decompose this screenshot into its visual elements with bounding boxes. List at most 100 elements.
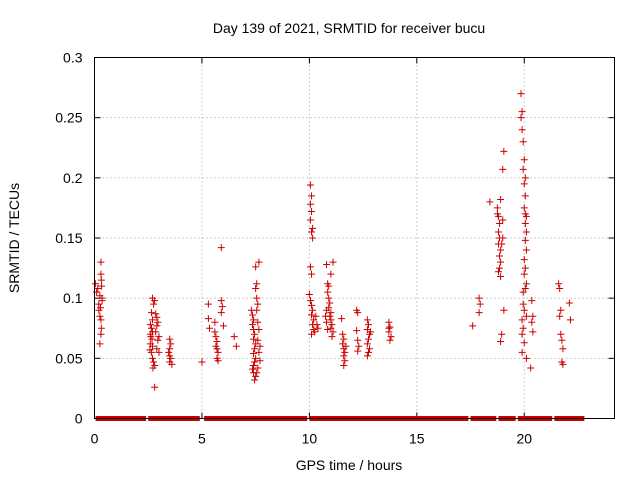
data-point — [342, 342, 350, 350]
data-point — [155, 333, 163, 341]
data-point — [98, 297, 106, 305]
y-tick-label: 0.15 — [55, 230, 82, 246]
data-point — [323, 260, 331, 268]
data-point — [476, 300, 484, 308]
data-point — [153, 345, 161, 353]
data-point — [148, 335, 156, 343]
data-point — [252, 340, 260, 348]
data-point — [147, 348, 155, 356]
data-point — [198, 358, 206, 366]
data-point — [154, 318, 162, 326]
data-point — [97, 276, 105, 284]
data-point — [252, 372, 260, 380]
data-point — [95, 300, 103, 308]
data-point — [149, 354, 157, 362]
data-point — [152, 310, 160, 318]
data-point — [212, 333, 220, 341]
data-point — [211, 328, 219, 336]
data-point — [340, 352, 348, 360]
data-point — [364, 321, 372, 329]
data-point — [520, 256, 528, 264]
data-point — [363, 316, 371, 324]
data-point — [150, 300, 158, 308]
data-point — [556, 312, 564, 320]
data-point — [256, 357, 264, 365]
data-point — [363, 340, 371, 348]
data-point — [339, 330, 347, 338]
data-point — [97, 270, 105, 278]
data-point — [255, 258, 263, 266]
data-point — [166, 345, 174, 353]
data-point — [165, 348, 173, 356]
data-point — [521, 210, 529, 218]
data-point — [497, 246, 505, 254]
data-point — [327, 309, 335, 317]
data-point — [308, 311, 316, 319]
data-point — [559, 360, 567, 368]
data-point — [248, 365, 256, 373]
data-point — [150, 358, 158, 366]
data-point — [310, 316, 318, 324]
data-point — [217, 244, 225, 252]
data-point — [149, 364, 157, 372]
y-tick-label: 0.1 — [63, 290, 83, 306]
data-point — [355, 342, 363, 350]
data-point — [155, 348, 163, 356]
data-point — [559, 345, 567, 353]
data-point — [386, 323, 394, 331]
data-point — [323, 306, 331, 314]
data-point — [152, 328, 160, 336]
data-point — [519, 138, 527, 146]
data-point — [305, 291, 313, 299]
data-points — [92, 90, 585, 421]
axis-ticks — [94, 57, 615, 419]
data-point — [528, 297, 536, 305]
data-point — [557, 330, 565, 338]
data-point — [499, 216, 507, 224]
data-point — [248, 321, 256, 329]
data-point — [385, 318, 393, 326]
data-point — [498, 330, 506, 338]
data-point — [254, 318, 262, 326]
data-point — [522, 312, 530, 320]
data-point — [518, 348, 526, 356]
data-point — [251, 330, 259, 338]
data-point — [147, 324, 155, 332]
data-point — [329, 328, 337, 336]
x-tick-label: 15 — [409, 431, 425, 447]
data-point — [151, 297, 159, 305]
data-point — [309, 306, 317, 314]
data-point — [96, 312, 104, 320]
data-point — [497, 258, 505, 266]
data-point — [555, 280, 563, 288]
data-point — [364, 335, 372, 343]
data-point — [205, 324, 213, 332]
data-point — [521, 192, 529, 200]
data-point — [323, 318, 331, 326]
data-point — [232, 342, 240, 350]
x-axis-label: GPS time / hours — [296, 457, 403, 473]
data-point — [218, 303, 226, 311]
data-point — [494, 228, 502, 236]
data-point — [329, 258, 337, 266]
data-point — [204, 315, 212, 323]
data-point — [308, 270, 316, 278]
data-point — [147, 309, 155, 317]
data-point — [321, 312, 329, 320]
data-point — [497, 337, 505, 345]
data-point — [486, 198, 494, 206]
data-point — [167, 340, 175, 348]
data-point — [149, 342, 157, 350]
data-point — [366, 345, 374, 353]
x-tick-label: 5 — [198, 431, 206, 447]
data-point — [313, 321, 321, 329]
data-point — [518, 330, 526, 338]
data-point — [153, 322, 161, 330]
data-point — [498, 240, 506, 248]
data-point — [522, 228, 530, 236]
data-point — [338, 315, 346, 323]
data-point — [520, 270, 528, 278]
data-point — [521, 236, 529, 244]
data-point — [306, 216, 314, 224]
